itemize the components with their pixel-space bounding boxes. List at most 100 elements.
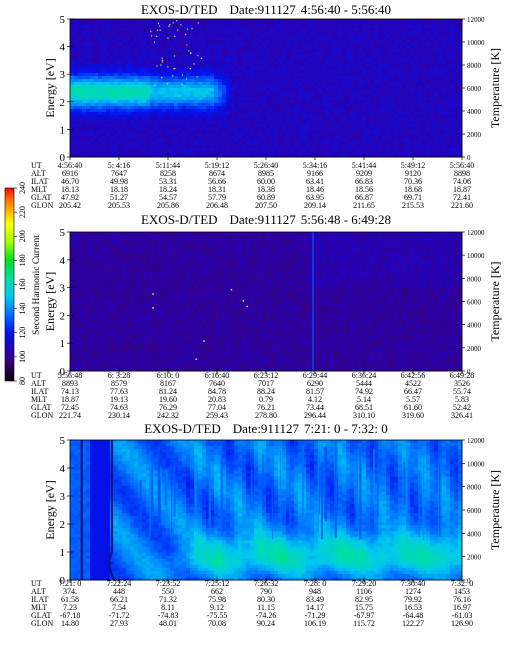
heatmap-cell (254, 31, 259, 35)
speckle-point (161, 59, 164, 61)
heatmap-cell (426, 70, 431, 74)
heatmap-cell (82, 244, 87, 248)
heatmap-cell (86, 298, 91, 302)
heatmap-cell (222, 58, 227, 62)
orbit-cell: 47.92 (61, 193, 79, 202)
heatmap-cell (78, 37, 83, 41)
heatmap-cell (382, 127, 387, 131)
heatmap-cell (330, 130, 335, 134)
heatmap-cell (314, 103, 319, 107)
heatmap-cell (78, 151, 83, 155)
heatmap-cell (122, 109, 127, 113)
heatmap-cell (398, 22, 403, 26)
heatmap-cell (442, 136, 447, 140)
heatmap-cell (182, 55, 187, 59)
heatmap-cell (110, 34, 115, 38)
heatmap-cell (378, 133, 383, 137)
heatmap-cell (362, 127, 367, 131)
heatmap-cell (442, 154, 447, 158)
heatmap-cell (162, 25, 167, 29)
heatmap-cell (370, 19, 375, 23)
heatmap-cell (294, 61, 299, 65)
heatmap-cell (398, 34, 403, 38)
heatmap-cell (134, 25, 139, 29)
heatmap-cell (178, 103, 183, 107)
heatmap-cell (114, 25, 119, 29)
heatmap-cell (78, 337, 83, 342)
heatmap-cell (254, 55, 259, 59)
heatmap-cell (134, 121, 139, 125)
heatmap-cell (414, 109, 419, 113)
heatmap-cell (398, 136, 403, 140)
heatmap-cell (398, 103, 403, 107)
heatmap-cell (378, 55, 383, 59)
heatmap-cell (446, 46, 451, 50)
heatmap-cell (126, 73, 131, 77)
heatmap-cell (402, 25, 407, 29)
heatmap-cell (102, 136, 107, 140)
heatmap-cell (430, 28, 435, 32)
heatmap-cell (266, 133, 271, 137)
colorbar-tick-label: 140 (18, 303, 27, 315)
heatmap-cell (202, 34, 207, 38)
heatmap-cell (350, 49, 355, 53)
heatmap-cell (154, 103, 159, 107)
heatmap-cell (214, 25, 219, 29)
heatmap-cell (446, 22, 451, 26)
heatmap-cell (78, 241, 83, 245)
heatmap-cell (226, 19, 231, 23)
heatmap-cell (206, 151, 211, 155)
heatmap-cell (94, 250, 99, 254)
heatmap-cell (186, 19, 191, 23)
heatmap-cell (214, 19, 219, 23)
heatmap-cell (446, 67, 451, 71)
heatmap-cell (110, 37, 115, 41)
heatmap-cell (158, 139, 163, 143)
heatmap-cell (422, 82, 427, 86)
speckle-point (160, 64, 162, 66)
heatmap-cell (354, 34, 359, 38)
heatmap-cell (274, 145, 279, 149)
heatmap-cell (286, 64, 291, 68)
heatmap-cell (158, 58, 163, 62)
heatmap-cell (130, 151, 135, 155)
heatmap-cell (326, 49, 331, 53)
heatmap-cell (110, 103, 115, 107)
orbit-cell: 9120 (405, 169, 421, 178)
heatmap-cell (202, 133, 207, 137)
heatmap-cell (458, 148, 463, 152)
heatmap-cell (314, 25, 319, 29)
heatmap-cell (366, 148, 371, 152)
orbit-cell: 18.13 (61, 185, 79, 194)
heatmap-cell (266, 28, 271, 32)
heatmap-cell (398, 94, 403, 98)
heatmap-cell (70, 109, 75, 113)
heatmap-cell (138, 103, 143, 107)
heatmap-cell (422, 70, 427, 74)
heatmap-cell (234, 25, 239, 29)
heatmap-cell (86, 22, 91, 26)
heatmap-cell (266, 19, 271, 23)
heatmap-cell (70, 253, 75, 257)
heatmap-cell (194, 88, 199, 92)
heatmap-cell (306, 46, 311, 50)
heatmap-cell (246, 103, 251, 107)
heatmap-cell (298, 118, 303, 122)
heatmap-cell (338, 52, 343, 56)
heatmap-cell (182, 121, 187, 125)
heatmap-cell (410, 88, 415, 92)
heatmap-cell (122, 19, 127, 23)
heatmap-cell (234, 85, 239, 89)
heatmap-cell (82, 328, 87, 333)
heatmap-cell (334, 22, 339, 26)
heatmap-cell (82, 142, 87, 146)
heatmap-cell (442, 97, 447, 101)
heatmap-cell (302, 100, 307, 104)
heatmap-cell (90, 313, 95, 318)
heatmap-cell (82, 106, 87, 110)
heatmap-cell (282, 49, 287, 53)
heatmap-cell (206, 76, 211, 80)
heatmap-cell (186, 145, 191, 149)
orbit-cell: 8258 (160, 169, 176, 178)
heatmap-cell (202, 37, 207, 41)
